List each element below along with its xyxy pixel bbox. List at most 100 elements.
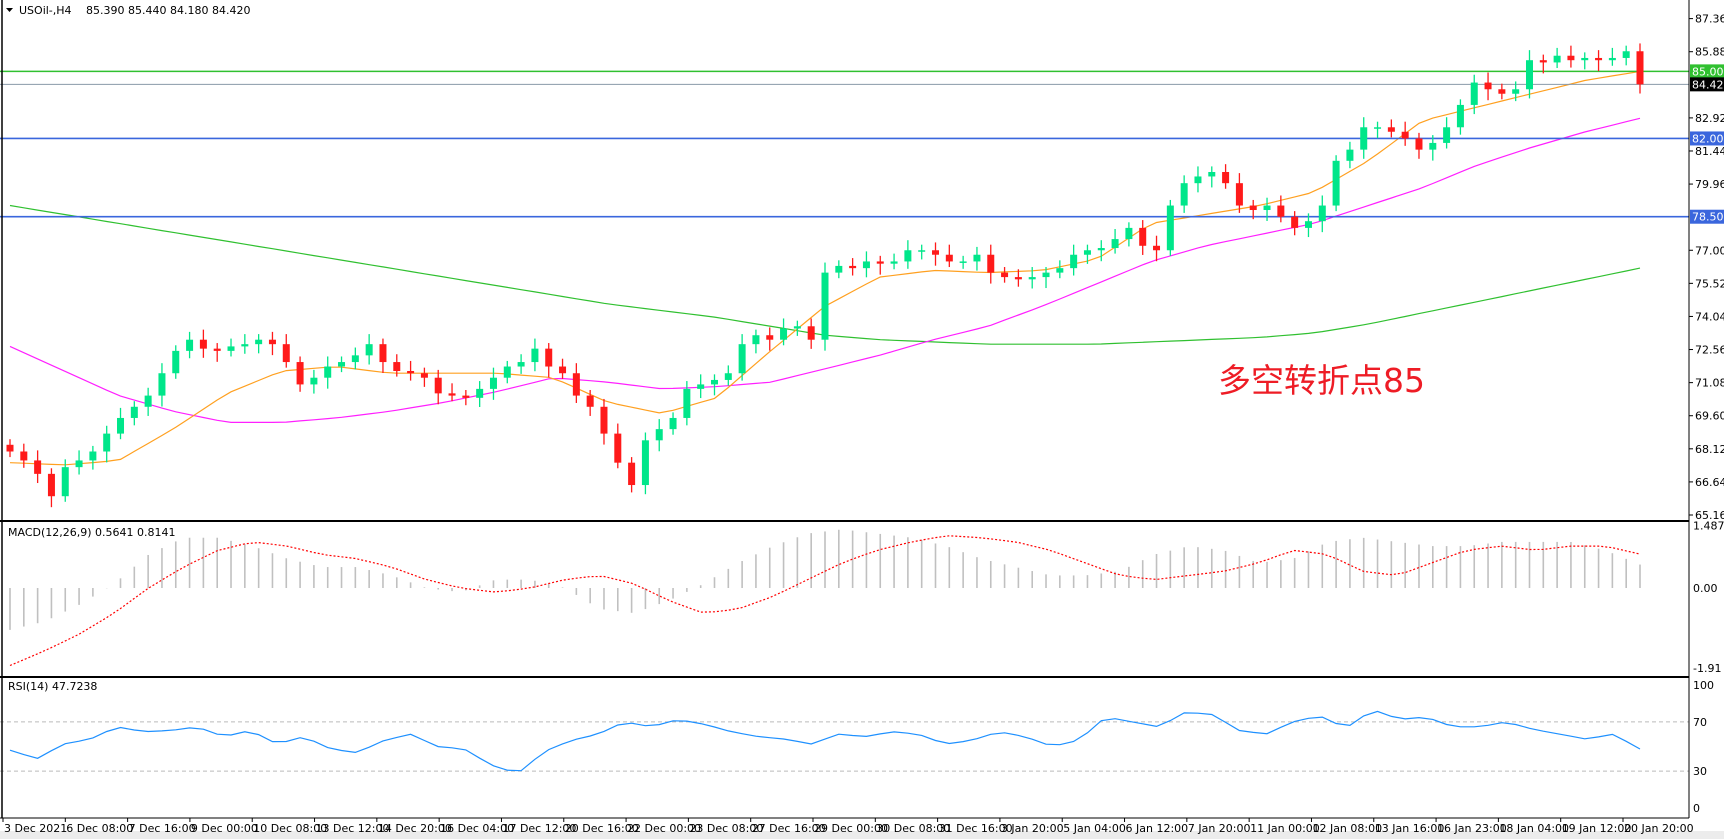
candle-bear [20,451,28,461]
triangle-down-icon[interactable] [6,8,13,12]
rsi-tick-label: 30 [1693,765,1707,778]
price-tick-label: 79.960 [1695,178,1724,191]
candle-bear [545,348,553,367]
candle-bear [876,261,884,264]
candle-bear [559,366,567,374]
candle-bear [282,344,290,363]
candle-bull [1429,142,1437,150]
candle-bull [1056,268,1064,273]
candle-bear [987,254,995,273]
candle-bull [862,261,870,269]
level-price-badge [1690,131,1724,146]
candle-bull [241,344,249,347]
candle-bull [1304,221,1312,228]
candle-bear [1401,131,1409,139]
ohlc-readout: 85.390 85.440 84.180 84.420 [86,4,250,17]
candle-bear [213,348,221,351]
candle-bear [766,335,774,340]
price-tick-label: 66.640 [1695,476,1724,489]
level-price-label: 85.000 [1692,65,1724,78]
candle-bear [1636,51,1644,85]
candle-bear [1249,205,1257,211]
candle-bull [1180,183,1188,206]
time-tick-label: 5 Jan 04:00 [1063,822,1126,835]
candle-bull [503,366,511,378]
candle-bear [34,460,42,474]
time-tick-label: 3 Jan 20:00 [1001,822,1064,835]
time-tick-label: 29 Dec 00:00 [814,822,888,835]
candle-bull [1374,127,1382,129]
time-tick-label: 27 Dec 16:00 [752,822,826,835]
time-tick-label: 7 Dec 16:00 [129,822,196,835]
candle-bull [365,344,373,356]
candle-bear [628,462,636,486]
rsi-line [9,710,1641,772]
time-tick-label: 19 Jan 12:00 [1562,822,1632,835]
candle-bear [614,433,622,463]
candle-bull [752,335,760,345]
level-price-badge [1690,77,1724,92]
candle-bull [1208,171,1216,177]
time-tick-label: 13 Jan 16:00 [1375,822,1445,835]
candle-bear [379,344,387,363]
candle-bull [89,451,97,461]
macd-signal-line [9,535,1641,667]
candle-bear [1153,245,1161,251]
candle-bull [669,417,677,430]
time-tick-label: 23 Dec 08:00 [689,822,763,835]
price-tick-label: 87.360 [1695,13,1724,26]
candle-bull [1111,239,1119,249]
time-tick-label: 31 Dec 16:00 [939,822,1013,835]
rsi-tick-label: 100 [1693,679,1714,692]
candle-bull [103,433,111,452]
candle-bull [1360,127,1368,150]
candle-bull [1083,250,1091,255]
candle-bull [973,254,981,262]
candle-bear [1222,171,1230,184]
candle-bear [1277,205,1285,217]
candle-bear [1139,227,1147,246]
level-price-badge [1690,209,1724,224]
candle-bull [489,377,497,389]
candle-bear [945,254,953,262]
candle-bull [1470,82,1478,105]
candle-bear [1595,57,1603,61]
candle-bull [1125,227,1133,240]
price-tick-label: 68.120 [1695,443,1724,456]
candle-bull [780,328,788,340]
candle-bull [1553,55,1561,63]
candle-bear [1415,138,1423,150]
candle-bull [1194,176,1202,184]
time-tick-label: 18 Jan 04:00 [1499,822,1569,835]
candle-bull [683,388,691,418]
candle-bull [351,355,359,363]
price-tick-label: 74.040 [1695,310,1724,323]
time-tick-label: 6 Jan 12:00 [1126,822,1189,835]
level-price-label: 84.420 [1692,78,1724,91]
macd-panel [9,529,1641,667]
candle-bear [1387,127,1395,132]
macd-tick-label: -1.91 [1693,662,1721,675]
candle-bull [821,272,829,340]
candle-bear [1001,272,1009,278]
candle-bear [6,444,14,452]
candle-bull [1028,277,1036,280]
level-price-label: 82.000 [1692,132,1724,145]
rsi-tick-label: 70 [1693,716,1707,729]
macd-tick-label: 0.00 [1693,582,1718,595]
candle-bear [1567,55,1575,61]
candle-bear [932,250,940,255]
candle-bull [1166,205,1174,251]
candle-bull [1512,89,1520,94]
candle-bear [1498,89,1506,94]
candle-bear [1291,216,1299,228]
candle-bear [807,326,815,340]
candle-bull [75,460,83,468]
candle-bull [1622,51,1630,58]
status-strip [0,831,1724,839]
candle-bull [835,265,843,273]
candle-bear [586,395,594,407]
